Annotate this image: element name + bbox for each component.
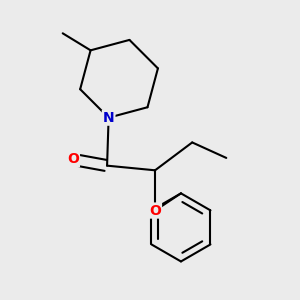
Text: O: O <box>67 152 79 167</box>
Text: N: N <box>103 111 114 125</box>
Text: O: O <box>149 203 161 218</box>
